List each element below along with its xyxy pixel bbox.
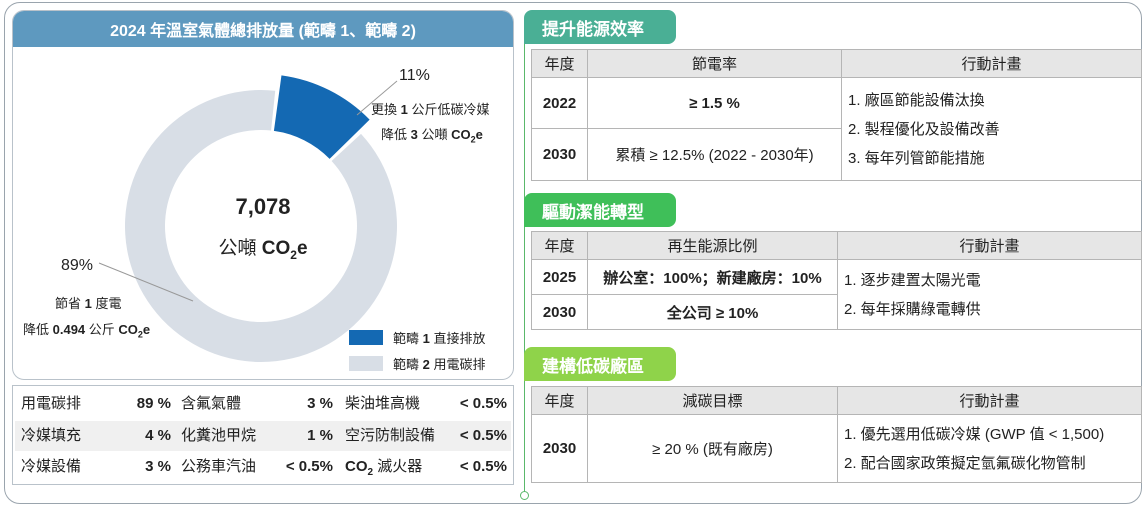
emission-row: 用電碳排 89 % 含氟氣體 3 % 柴油堆高機 < 0.5% bbox=[15, 389, 511, 419]
col-header-plan: 行動計畫 bbox=[841, 49, 1142, 78]
plan-item: 1. 廠區節能設備汰換 bbox=[848, 91, 985, 109]
year-cell: 2030 bbox=[531, 128, 588, 181]
table-header-row: 年度 再生能源比例 行動計畫 bbox=[531, 231, 1142, 260]
col-header-target: 節電率 bbox=[587, 49, 842, 78]
table-header-row: 年度 節電率 行動計畫 bbox=[531, 49, 1142, 78]
legend-scope1: 範疇 1 直接排放 bbox=[349, 328, 485, 347]
table-row: 2025 辦公室：100%；新建廠房：10% 1. 逐步建置太陽光電 2. 每年… bbox=[531, 259, 1142, 330]
scope2-note-line1: 節省 1 度電 bbox=[55, 296, 122, 311]
col-header-year: 年度 bbox=[531, 49, 588, 78]
emission-label: 公務車汽油 bbox=[181, 458, 257, 475]
target-cell: 全公司 ≥ 10% bbox=[587, 294, 838, 330]
emission-value: 89 % bbox=[136, 395, 171, 412]
emission-label: 用電碳排 bbox=[21, 395, 82, 412]
total-emissions-unit: 公噸 CO2e bbox=[218, 238, 308, 262]
donut-title: 2024 年溫室氣體總排放量 (範疇 1、範疇 2) bbox=[13, 11, 513, 47]
clean-energy-table: 年度 再生能源比例 行動計畫 2025 辦公室：100%；新建廠房：10% 1.… bbox=[531, 231, 1142, 330]
target-cell: ≥ 20 % (既有廠房) bbox=[587, 414, 838, 483]
legend-scope2: 範疇 2 用電碳排 bbox=[349, 354, 485, 373]
col-header-target: 減碳目標 bbox=[587, 386, 838, 415]
col-header-plan: 行動計畫 bbox=[837, 386, 1142, 415]
emission-value: < 0.5% bbox=[285, 458, 333, 475]
table-row: 2022 ≥ 1.5 % 1. 廠區節能設備汰換 2. 製程優化及設備改善 3.… bbox=[531, 77, 1142, 181]
plan-item: 2. 製程優化及設備改善 bbox=[848, 120, 1000, 138]
col-header-year: 年度 bbox=[531, 231, 588, 260]
section-tab-energy-efficiency: 提升能源效率 bbox=[524, 10, 676, 44]
target-cell: ≥ 1.5 % bbox=[587, 77, 842, 129]
year-cell: 2030 bbox=[531, 414, 588, 483]
scope1-leader-line bbox=[356, 80, 398, 116]
emission-row: 冷媒設備 3 % 公務車汽油 < 0.5% CO2 滅火器 < 0.5% bbox=[15, 452, 511, 482]
emission-label: 含氟氣體 bbox=[181, 395, 242, 412]
plan-cell: 1. 廠區節能設備汰換 2. 製程優化及設備改善 3. 每年列管節能措施 bbox=[841, 77, 1142, 181]
timeline-line bbox=[524, 40, 525, 496]
section-tab-clean-energy: 驅動潔能轉型 bbox=[524, 193, 676, 227]
scope1-percent-label: 11% bbox=[399, 67, 430, 84]
low-carbon-plant-table: 年度 減碳目標 行動計畫 2030 ≥ 20 % (既有廠房) 1. 優先選用低… bbox=[531, 386, 1142, 483]
target-cell: 辦公室：100%；新建廠房：10% bbox=[587, 259, 838, 295]
donut-panel: 2024 年溫室氣體總排放量 (範疇 1、範疇 2) 7,078 公噸 CO2e… bbox=[12, 10, 514, 380]
plan-cell: 1. 逐步建置太陽光電 2. 每年採購綠電轉供 bbox=[837, 259, 1142, 330]
col-header-target: 再生能源比例 bbox=[587, 231, 838, 260]
section-tab-low-carbon-plant: 建構低碳廠區 bbox=[524, 347, 676, 381]
legend-swatch-scope2 bbox=[349, 356, 383, 371]
plan-item: 1. 優先選用低碳冷媒 (GWP 值 < 1,500) bbox=[844, 425, 1105, 443]
emission-row: 冷媒填充 4 % 化糞池甲烷 1 % 空污防制設備 < 0.5% bbox=[15, 421, 511, 451]
emission-breakdown-table: 用電碳排 89 % 含氟氣體 3 % 柴油堆高機 < 0.5% 冷媒填充 4 %… bbox=[12, 385, 514, 485]
scope2-slice bbox=[125, 89, 398, 362]
emission-label: 冷媒設備 bbox=[21, 458, 82, 475]
year-cell: 2022 bbox=[531, 77, 588, 129]
legend-swatch-scope1 bbox=[349, 330, 383, 345]
legend-label-scope1: 範疇 1 直接排放 bbox=[393, 331, 486, 346]
emission-label: CO2 滅火器 bbox=[345, 458, 423, 478]
plan-item: 1. 逐步建置太陽光電 bbox=[844, 271, 981, 289]
total-emissions-value: 7,078 bbox=[235, 194, 291, 219]
plan-cell: 1. 優先選用低碳冷媒 (GWP 值 < 1,500) 2. 配合國家政策擬定氫… bbox=[837, 414, 1142, 483]
year-cell: 2030 bbox=[531, 294, 588, 330]
scope1-slice bbox=[273, 75, 370, 159]
emission-value: 3 % bbox=[145, 458, 171, 475]
table-header-row: 年度 減碳目標 行動計畫 bbox=[531, 386, 1142, 415]
scope2-percent-label: 89% bbox=[61, 257, 94, 274]
emission-value: 3 % bbox=[307, 395, 333, 412]
emission-value: 4 % bbox=[145, 427, 171, 444]
col-header-plan: 行動計畫 bbox=[837, 231, 1142, 260]
scope2-note-line2: 降低 0.494 公斤 CO2e bbox=[23, 322, 151, 340]
scope1-note-line1: 更換 1 公斤低碳冷媒 bbox=[371, 102, 490, 117]
timeline-end-dot bbox=[520, 491, 529, 500]
emission-value: < 0.5% bbox=[459, 395, 507, 412]
plan-item: 3. 每年列管節能措施 bbox=[848, 149, 985, 167]
emission-label: 冷媒填充 bbox=[21, 427, 82, 444]
emission-label: 柴油堆高機 bbox=[345, 395, 421, 412]
col-header-year: 年度 bbox=[531, 386, 588, 415]
emission-value: 1 % bbox=[307, 427, 333, 444]
plan-item: 2. 每年採購綠電轉供 bbox=[844, 300, 981, 318]
table-row: 2030 全公司 ≥ 10% bbox=[531, 294, 1142, 330]
plan-item: 2. 配合國家政策擬定氫氟碳化物管制 bbox=[844, 454, 1086, 472]
table-row: 2030 累積 ≥ 12.5% (2022 - 2030年) bbox=[531, 128, 1142, 181]
donut-chart bbox=[98, 75, 398, 362]
target-cell: 累積 ≥ 12.5% (2022 - 2030年) bbox=[587, 128, 842, 181]
year-cell: 2025 bbox=[531, 259, 588, 295]
scope2-leader-line bbox=[98, 262, 194, 302]
emission-value: < 0.5% bbox=[459, 458, 507, 475]
emission-label: 化糞池甲烷 bbox=[181, 427, 257, 444]
table-row: 2030 ≥ 20 % (既有廠房) 1. 優先選用低碳冷媒 (GWP 值 < … bbox=[531, 414, 1142, 483]
emission-label: 空污防制設備 bbox=[345, 427, 436, 444]
legend-label-scope2: 範疇 2 用電碳排 bbox=[393, 357, 486, 372]
energy-efficiency-table: 年度 節電率 行動計畫 2022 ≥ 1.5 % 1. 廠區節能設備汰換 2. … bbox=[531, 49, 1142, 181]
emission-value: < 0.5% bbox=[459, 427, 507, 444]
scope1-note-line2: 降低 3 公噸 CO2e bbox=[381, 127, 483, 145]
